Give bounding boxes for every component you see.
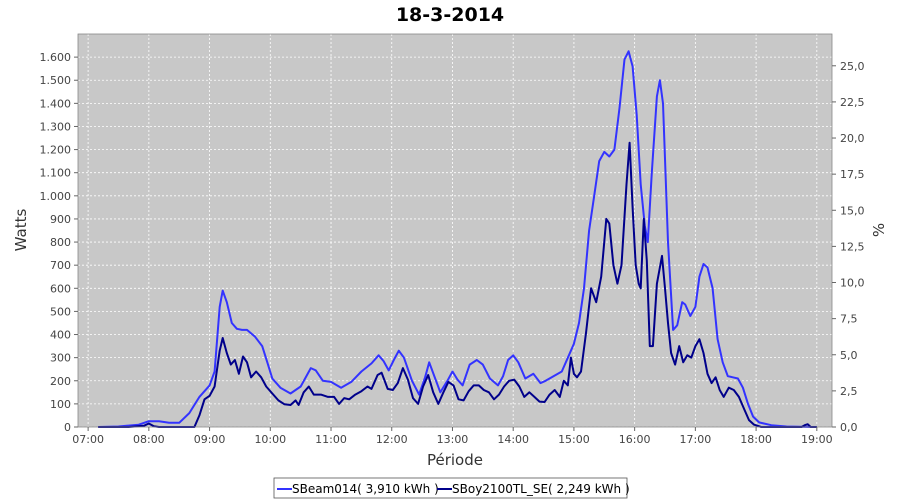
x-tick-label: 10:00	[254, 433, 286, 446]
x-tick-label: 09:00	[194, 433, 226, 446]
y-tick-label: 800	[50, 236, 71, 249]
y2-tick-label: 10,0	[840, 277, 865, 290]
y-tick-label: 1.300	[40, 120, 72, 133]
y-tick-label: 1.200	[40, 144, 72, 157]
x-tick-label: 16:00	[619, 433, 651, 446]
chart-title: 18-3-2014	[396, 4, 504, 26]
y-tick-label: 200	[50, 375, 71, 388]
y2-tick-label: 25,0	[840, 60, 865, 73]
y2-tick-label: 15,0	[840, 204, 865, 217]
series-line-2	[98, 141, 817, 428]
legend-label-sbeam: SBeam014( 3,910 kWh )	[292, 482, 439, 496]
y-axis-label: Watts	[12, 209, 30, 252]
y2-tick-label: 17,5	[840, 168, 865, 181]
y2-tick-label: 2,5	[840, 385, 858, 398]
x-tick-label: 17:00	[680, 433, 712, 446]
y-tick-label: 400	[50, 329, 71, 342]
y-tick-label: 1.500	[40, 74, 72, 87]
y-tick-label: 600	[50, 282, 71, 295]
x-tick-label: 13:00	[437, 433, 469, 446]
plot-border	[77, 33, 833, 428]
y2-tick-label: 20,0	[840, 132, 865, 145]
x-tick-label: 18:00	[740, 433, 772, 446]
y2-tick-label: 22,5	[840, 96, 865, 109]
series-line-1	[98, 50, 817, 428]
y-tick-label: 1.600	[40, 51, 72, 64]
y-tick-label: 1.000	[40, 190, 72, 203]
y-tick-label: 1.100	[40, 167, 72, 180]
x-tick-label: 15:00	[558, 433, 590, 446]
legend-label-sboy: SBoy2100TL_SE( 2,249 kWh )	[452, 482, 630, 496]
legend: SBeam014( 3,910 kWh ) SBoy2100TL_SE( 2,2…	[273, 477, 630, 499]
y2-tick-label: 12,5	[840, 240, 865, 253]
y-tick-label: 0	[64, 421, 71, 434]
x-tick-label: 08:00	[133, 433, 165, 446]
y2-axis-label: %	[870, 223, 888, 237]
plot-area	[78, 34, 832, 427]
y-tick-label: 300	[50, 352, 71, 365]
x-tick-label: 14:00	[497, 433, 529, 446]
y-tick-label: 700	[50, 259, 71, 272]
y2-tick-label: 5,0	[840, 349, 858, 362]
y-axis-left: 0 100 200 300 400 500 600 700 800 900 1.000 1.100 1.…	[40, 51, 78, 434]
y2-tick-label: 7,5	[840, 313, 858, 326]
series-layer	[98, 50, 817, 428]
y-tick-label: 900	[50, 213, 71, 226]
x-axis: 07:00 08:00 09:00 10:00 11:00 12:00 13:00 14:00…	[72, 427, 833, 446]
x-tick-label: 11:00	[315, 433, 347, 446]
grid-lines	[78, 34, 832, 428]
x-axis-label: Période	[427, 451, 483, 469]
y-tick-label: 100	[50, 398, 71, 411]
x-tick-label: 19:00	[801, 433, 833, 446]
x-tick-label: 07:00	[72, 433, 104, 446]
y-tick-label: 1.400	[40, 97, 72, 110]
y2-tick-label: 0,0	[840, 421, 858, 434]
x-tick-label: 12:00	[376, 433, 408, 446]
y-tick-label: 500	[50, 305, 71, 318]
y-axis-right: 0,0 2,5 5,0 7,5 10,0 12,5 15,0 17,5 20,0 22,5 25,0	[832, 60, 865, 434]
